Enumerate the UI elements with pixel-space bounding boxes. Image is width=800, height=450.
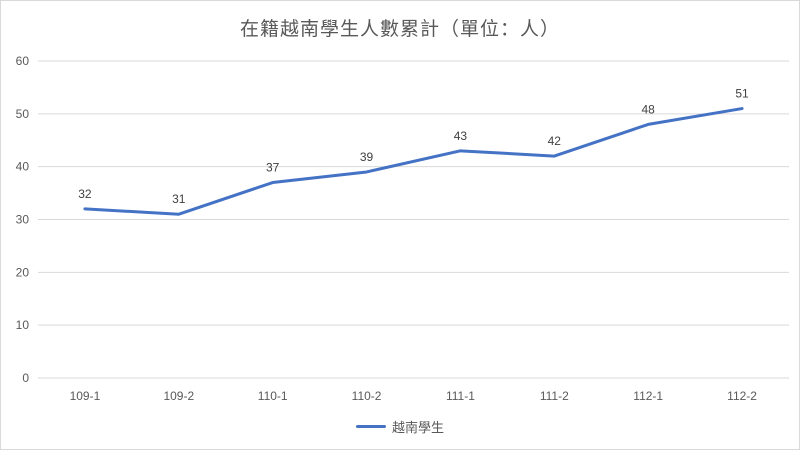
x-axis-tick-label: 111-2 — [540, 389, 569, 403]
y-axis-tick-label: 60 — [16, 54, 30, 68]
x-axis-tick-label: 110-2 — [352, 389, 382, 403]
x-axis-tick-label: 112-2 — [727, 389, 757, 403]
y-axis-tick-label: 10 — [16, 318, 30, 332]
y-axis-tick-label: 40 — [16, 160, 30, 174]
chart-title: 在籍越南學生人數累計（單位：人） — [239, 19, 560, 40]
data-point-label: 48 — [642, 102, 656, 116]
chart-legend: 越南學生 — [1, 417, 799, 436]
data-point-label: 37 — [266, 161, 280, 175]
data-series-line — [83, 107, 744, 216]
data-point-label: 32 — [78, 187, 92, 201]
x-axis-tick-label: 109-2 — [163, 389, 194, 403]
x-axis-tick-label: 109-1 — [70, 389, 101, 403]
y-axis-tick-label: 20 — [16, 265, 30, 279]
y-axis-tick-label: 50 — [16, 107, 30, 121]
data-point-label: 42 — [548, 134, 562, 148]
data-point-label: 31 — [172, 192, 186, 206]
x-axis-tick-label: 111-1 — [446, 389, 475, 403]
y-axis-tick-label: 0 — [22, 371, 29, 385]
legend-series-label: 越南學生 — [391, 420, 444, 435]
data-point-label: 39 — [360, 150, 374, 164]
legend-line-icon — [355, 425, 386, 428]
y-axis-tick-label: 30 — [16, 213, 30, 227]
data-point-label: 51 — [735, 87, 749, 101]
x-axis-tick-label: 110-1 — [258, 389, 288, 403]
data-point-label: 43 — [454, 129, 468, 143]
x-axis-tick-label: 112-1 — [633, 389, 663, 403]
